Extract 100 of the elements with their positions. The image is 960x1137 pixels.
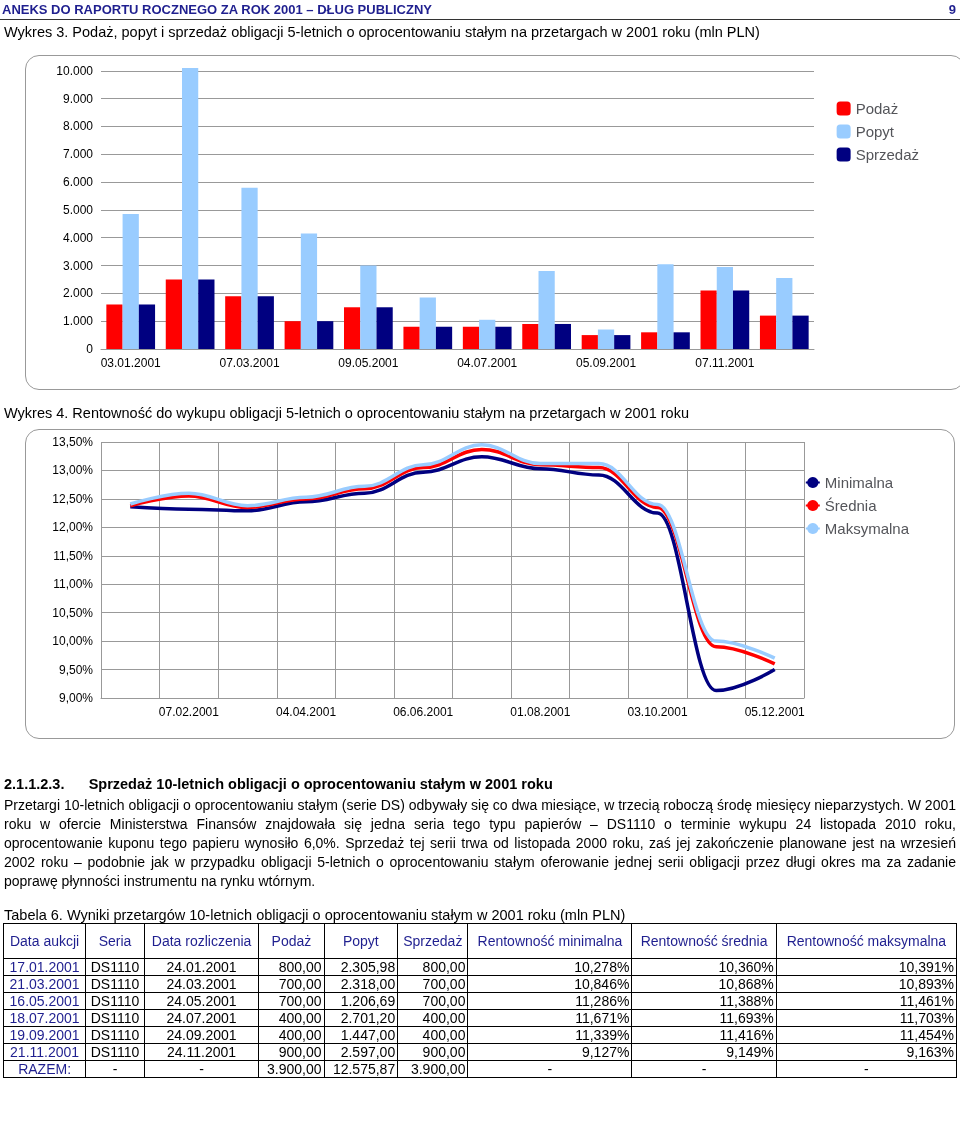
text: 11,671%: [575, 1010, 630, 1026]
legend-label: Minimalna: [824, 474, 894, 491]
y-tick-label: 10,50%: [52, 605, 94, 620]
text: ANEKS DO RAPORTU ROCZNEGO ZA ROK 2001 – DŁUG PUBLICZNY: [2, 2, 433, 17]
y-tick-label: 7.000: [62, 147, 94, 162]
text: 10,846%: [574, 976, 630, 992]
text: -: [547, 1061, 553, 1077]
text: 24.07.2001: [166, 1010, 237, 1026]
category-label: Sprzedaż: [397, 923, 468, 959]
text: -: [701, 1061, 707, 1077]
x-tick-label: 09.05.2001: [338, 356, 399, 370]
text: 400,00: [278, 1010, 322, 1026]
bar: [614, 335, 631, 349]
y-tick-label: 13,00%: [52, 463, 94, 478]
text: 18.07.2001: [9, 1010, 80, 1026]
bar: [198, 279, 215, 349]
text: 11,388%: [719, 993, 774, 1009]
bar: [257, 296, 274, 349]
text: Przetargi 10-letnich obligacji o oprocentowaniu stałym (serie DS) odbywały się co dwa miesiące, w trzecią roboczą środę miesięcy nieparzystych. W 2001 roku w ofercie Ministerstwa Finansów znajdowała się jedna seria tego typu papierów – DS1110 o terminie wykupu 24 listopada 2010 roku, oprocentowanie kuponu tego papieru wynosiło 6,0%. Sprzedaż tej serii trwa od listopada 2000 roku, zaś jej zakończenie planowane jest na wrzesień 2002 roku – podobnie jak w przypadku obligacji 5-letnich o oprocentowaniu stałym oferowanie jednej serii obligacji przez długi okres ma za zadanie poprawę płynności instrumentu na rynku wtórnym.: [3, 796, 957, 891]
text: DS1110: [90, 993, 140, 1009]
category-label: Data rozliczenia: [144, 923, 259, 959]
text: 10,360%: [718, 959, 774, 975]
text: 17.01.2001: [9, 959, 80, 975]
legend-label: Sprzedaż: [855, 146, 920, 163]
bar: [776, 278, 793, 349]
bar: [479, 319, 496, 349]
x-tick-label: 05.09.2001: [576, 356, 637, 370]
text: RAZEM:: [18, 1061, 72, 1077]
text: 700,00: [422, 993, 466, 1009]
bar: [733, 290, 750, 349]
text: 900,00: [422, 1044, 466, 1060]
text: 2.1.1.2.3. Sprzedaż 10-letnich obligacji o oprocentowaniu stałym w 2001 roku: [3, 776, 554, 792]
legend-label: Popyt: [855, 123, 895, 140]
text: 19.09.2001: [9, 1027, 80, 1043]
bar: [419, 297, 436, 349]
bar: [284, 321, 301, 349]
text: DS1110: [90, 959, 140, 975]
y-tick-label: 10,00%: [52, 634, 94, 649]
text: 800,00: [278, 959, 322, 975]
text: 400,00: [278, 1027, 322, 1043]
text: 700,00: [422, 976, 466, 992]
text: 700,00: [278, 976, 322, 992]
y-tick-label: 11,50%: [53, 548, 94, 563]
bar: [792, 315, 809, 349]
text: 400,00: [422, 1010, 466, 1026]
text: 11,339%: [575, 1027, 630, 1043]
text: 9,163%: [906, 1044, 954, 1060]
text: 800,00: [422, 959, 466, 975]
text: DS1110: [90, 1027, 140, 1043]
bar: [165, 279, 182, 349]
x-tick-label: 03.10.2001: [627, 705, 688, 719]
text: 24.05.2001: [166, 993, 237, 1009]
text: DS1110: [90, 976, 140, 992]
text: 400,00: [422, 1027, 466, 1043]
text: 21.03.2001: [9, 976, 80, 992]
bar: [344, 307, 361, 349]
y-tick-label: 3.000: [62, 258, 94, 273]
text: 11,703%: [899, 1010, 954, 1026]
bar: [106, 304, 123, 349]
x-tick-label: 07.03.2001: [219, 356, 280, 370]
text: DS1110: [90, 1010, 140, 1026]
bar: [122, 214, 139, 349]
y-tick-label: 12,50%: [52, 491, 94, 506]
text: 2.318,00: [340, 976, 396, 992]
text: 9,127%: [581, 1044, 630, 1060]
text: 3.900,00: [410, 1061, 466, 1077]
x-tick-label: 01.08.2001: [510, 705, 571, 719]
y-tick-label: 0: [86, 342, 94, 356]
text: 11,286%: [575, 993, 630, 1009]
x-tick-label: 05.12.2001: [744, 705, 806, 719]
bar: [581, 335, 598, 349]
legend-label: Średnia: [824, 497, 878, 514]
bar: [182, 68, 199, 349]
y-tick-label: 13,50%: [52, 435, 94, 449]
text: 11,416%: [719, 1027, 774, 1043]
y-tick-label: 11,00%: [53, 577, 94, 592]
text: 11,461%: [899, 993, 954, 1009]
x-tick-label: 06.06.2001: [393, 705, 454, 719]
bar: [673, 332, 690, 349]
text: 2.701,20: [340, 1010, 396, 1026]
y-tick-label: 12,00%: [52, 520, 94, 535]
y-tick-label: 8.000: [62, 119, 94, 134]
text: 16.05.2001: [9, 993, 80, 1009]
category-label: Rentowność średnia: [631, 923, 777, 959]
text: 10,893%: [898, 976, 954, 992]
text: DS1110: [90, 1044, 140, 1060]
y-tick-label: 6.000: [62, 175, 94, 190]
text: 3.900,00: [267, 1061, 322, 1077]
category-label: Seria: [85, 923, 145, 959]
bar: [522, 323, 539, 349]
bar: [495, 326, 512, 349]
bar: [657, 264, 674, 349]
category-label: Data aukcji: [3, 923, 86, 959]
x-tick-label: 07.11.2001: [695, 356, 755, 370]
category-label: Popyt: [324, 923, 398, 959]
y-tick-label: 5.000: [62, 202, 94, 217]
category-label: Rentowność maksymalna: [776, 923, 957, 959]
bar: [360, 265, 377, 349]
text: -: [864, 1061, 869, 1077]
text: 24.03.2001: [166, 976, 237, 992]
